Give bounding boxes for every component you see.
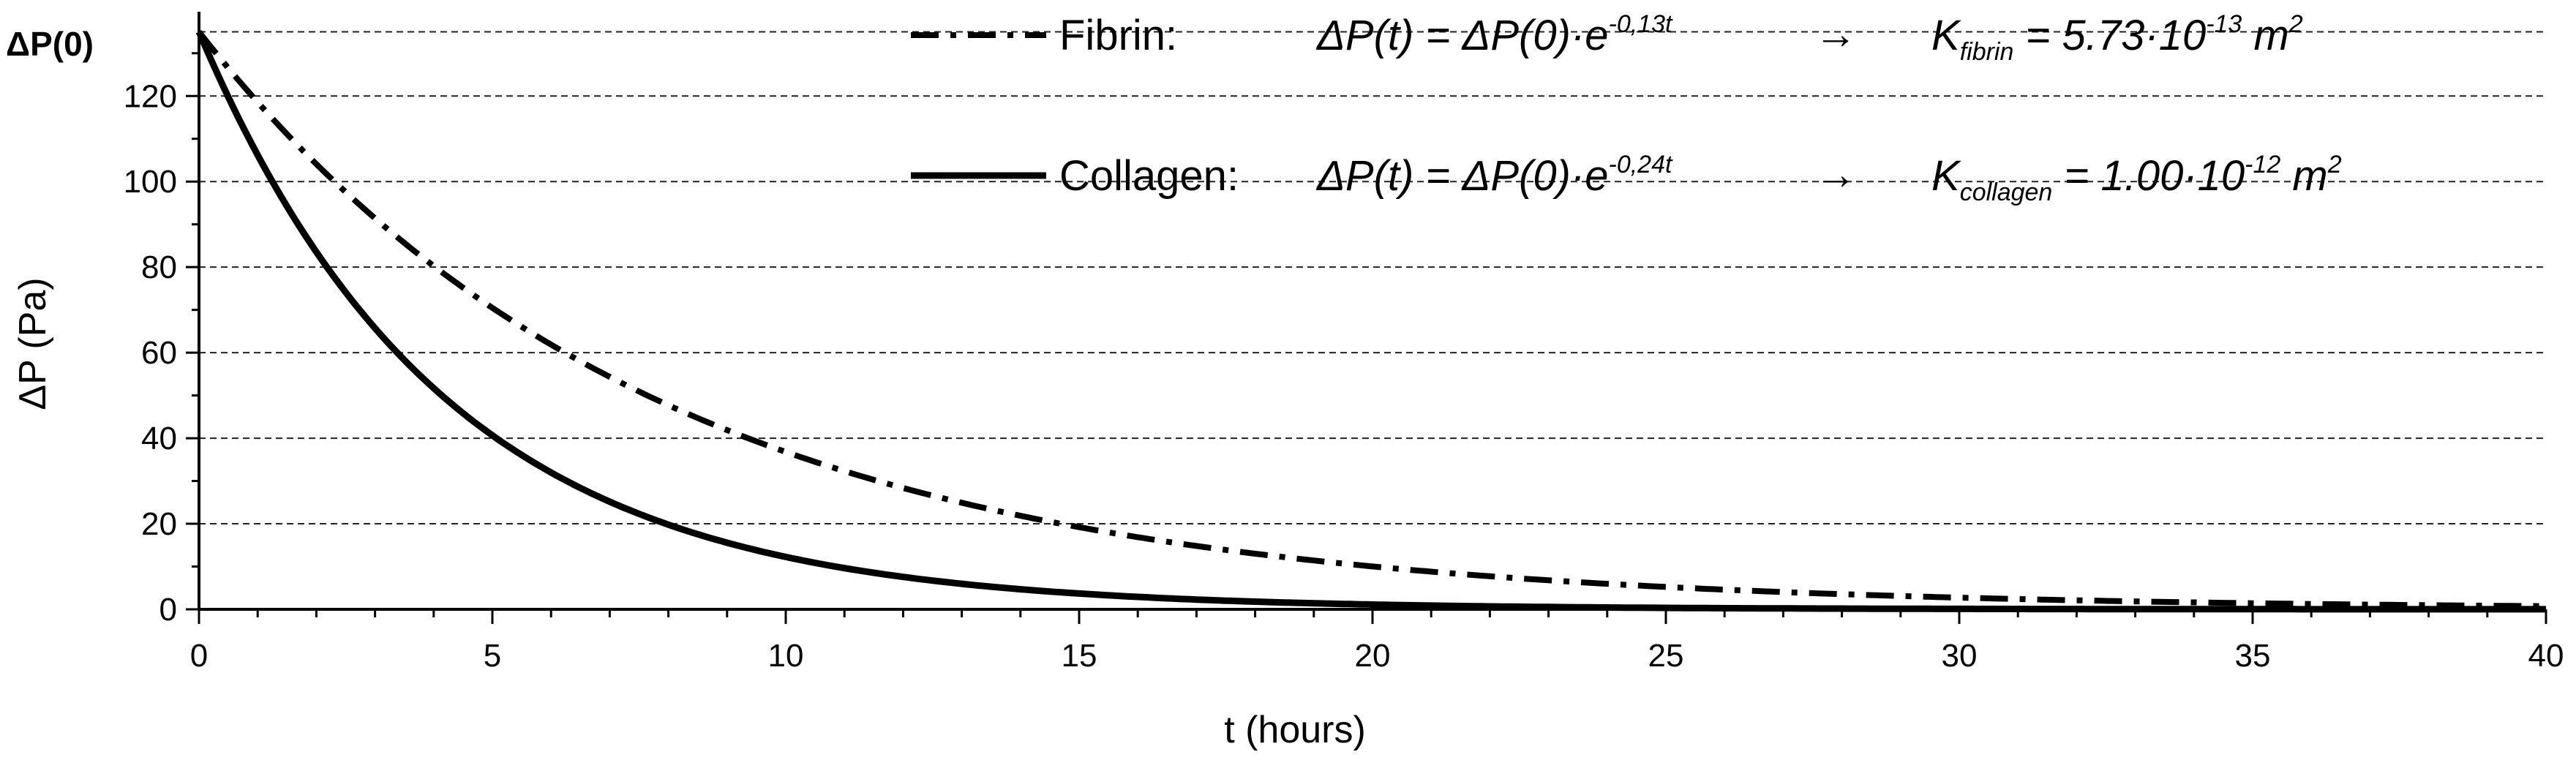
- y-top-label: ΔP(0): [6, 25, 94, 63]
- x-tick-label: 0: [190, 638, 208, 674]
- series-line-collagen: [195, 30, 2546, 613]
- equation-collagen: ΔP(t) = ΔP(0)·e-0,24t: [1315, 151, 1673, 200]
- ticks: 0 5 10 15 20 25 30 35 40 0 20 40 60 80 100 120: [124, 52, 2564, 674]
- arrow-collagen: →: [1814, 151, 1857, 198]
- x-tick-label: 40: [2528, 638, 2564, 674]
- y-axis-title: ΔP (Pa): [12, 277, 54, 410]
- arrow-fibrin: →: [1814, 10, 1857, 58]
- x-tick-label: 20: [1355, 638, 1391, 674]
- series-lines: [195, 30, 2546, 613]
- x-tick-label: 35: [2235, 638, 2271, 674]
- x-tick-label: 25: [1648, 638, 1684, 674]
- y-tick-label: 60: [141, 335, 177, 371]
- y-tick-label: 20: [141, 506, 177, 542]
- x-tick-label: 10: [768, 638, 804, 674]
- legend-label-fibrin: Fibrin:: [1059, 12, 1177, 59]
- axes: [198, 12, 2546, 611]
- y-tick-label: 40: [141, 421, 177, 456]
- x-axis-title: t (hours): [1224, 709, 1366, 751]
- y-tick-label: 120: [124, 78, 177, 114]
- permeability-collagen: Kcollagen = 1.00·10-12 m2: [1931, 151, 2342, 206]
- y-tick-label: 80: [141, 249, 177, 285]
- permeability-fibrin: Kfibrin = 5.73·10-13 m2: [1931, 10, 2303, 66]
- equation-fibrin: ΔP(t) = ΔP(0)·e-0,13t: [1315, 10, 1673, 59]
- series-line-fibrin: [196, 30, 2546, 609]
- x-tick-label: 15: [1062, 638, 1097, 674]
- x-tick-label: 5: [484, 638, 501, 674]
- y-tick-label: 100: [124, 164, 177, 200]
- legend: Fibrin: ΔP(t) = ΔP(0)·e-0,13t → Kfibrin …: [911, 10, 2342, 206]
- legend-label-collagen: Collagen:: [1059, 152, 1239, 200]
- y-tick-label: 0: [159, 592, 177, 628]
- gridlines: [199, 31, 2546, 525]
- x-tick-label: 30: [1942, 638, 1978, 674]
